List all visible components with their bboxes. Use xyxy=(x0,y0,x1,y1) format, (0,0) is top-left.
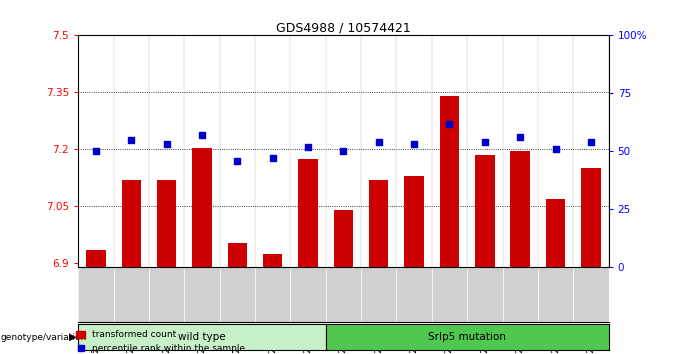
Text: Srlp5 mutation: Srlp5 mutation xyxy=(428,332,506,342)
Text: wild type: wild type xyxy=(178,332,226,342)
Bar xyxy=(546,199,565,267)
Bar xyxy=(299,159,318,267)
Point xyxy=(197,132,207,138)
Bar xyxy=(157,180,176,267)
Point xyxy=(444,121,455,126)
Point xyxy=(409,142,420,147)
Bar xyxy=(334,210,353,267)
Point xyxy=(267,155,278,161)
Bar xyxy=(192,148,211,267)
Bar xyxy=(122,180,141,267)
Bar xyxy=(86,250,105,267)
Point xyxy=(126,137,137,143)
Point xyxy=(515,135,526,140)
Bar xyxy=(475,155,494,267)
Bar xyxy=(405,176,424,267)
Point xyxy=(373,139,384,145)
Bar xyxy=(263,254,282,267)
Point xyxy=(303,144,313,149)
Point xyxy=(479,139,490,145)
Text: genotype/variation: genotype/variation xyxy=(1,333,87,342)
Point xyxy=(232,158,243,164)
Bar xyxy=(511,151,530,267)
Point xyxy=(90,149,101,154)
Point xyxy=(338,149,349,154)
Bar xyxy=(369,180,388,267)
Bar xyxy=(228,242,247,267)
Title: GDS4988 / 10574421: GDS4988 / 10574421 xyxy=(276,21,411,34)
Text: ▶: ▶ xyxy=(69,332,77,342)
Bar xyxy=(440,96,459,267)
Legend: transformed count, percentile rank within the sample: transformed count, percentile rank withi… xyxy=(73,327,249,354)
Point xyxy=(161,142,172,147)
Bar xyxy=(581,169,600,267)
Point xyxy=(550,146,561,152)
Point xyxy=(585,139,596,145)
